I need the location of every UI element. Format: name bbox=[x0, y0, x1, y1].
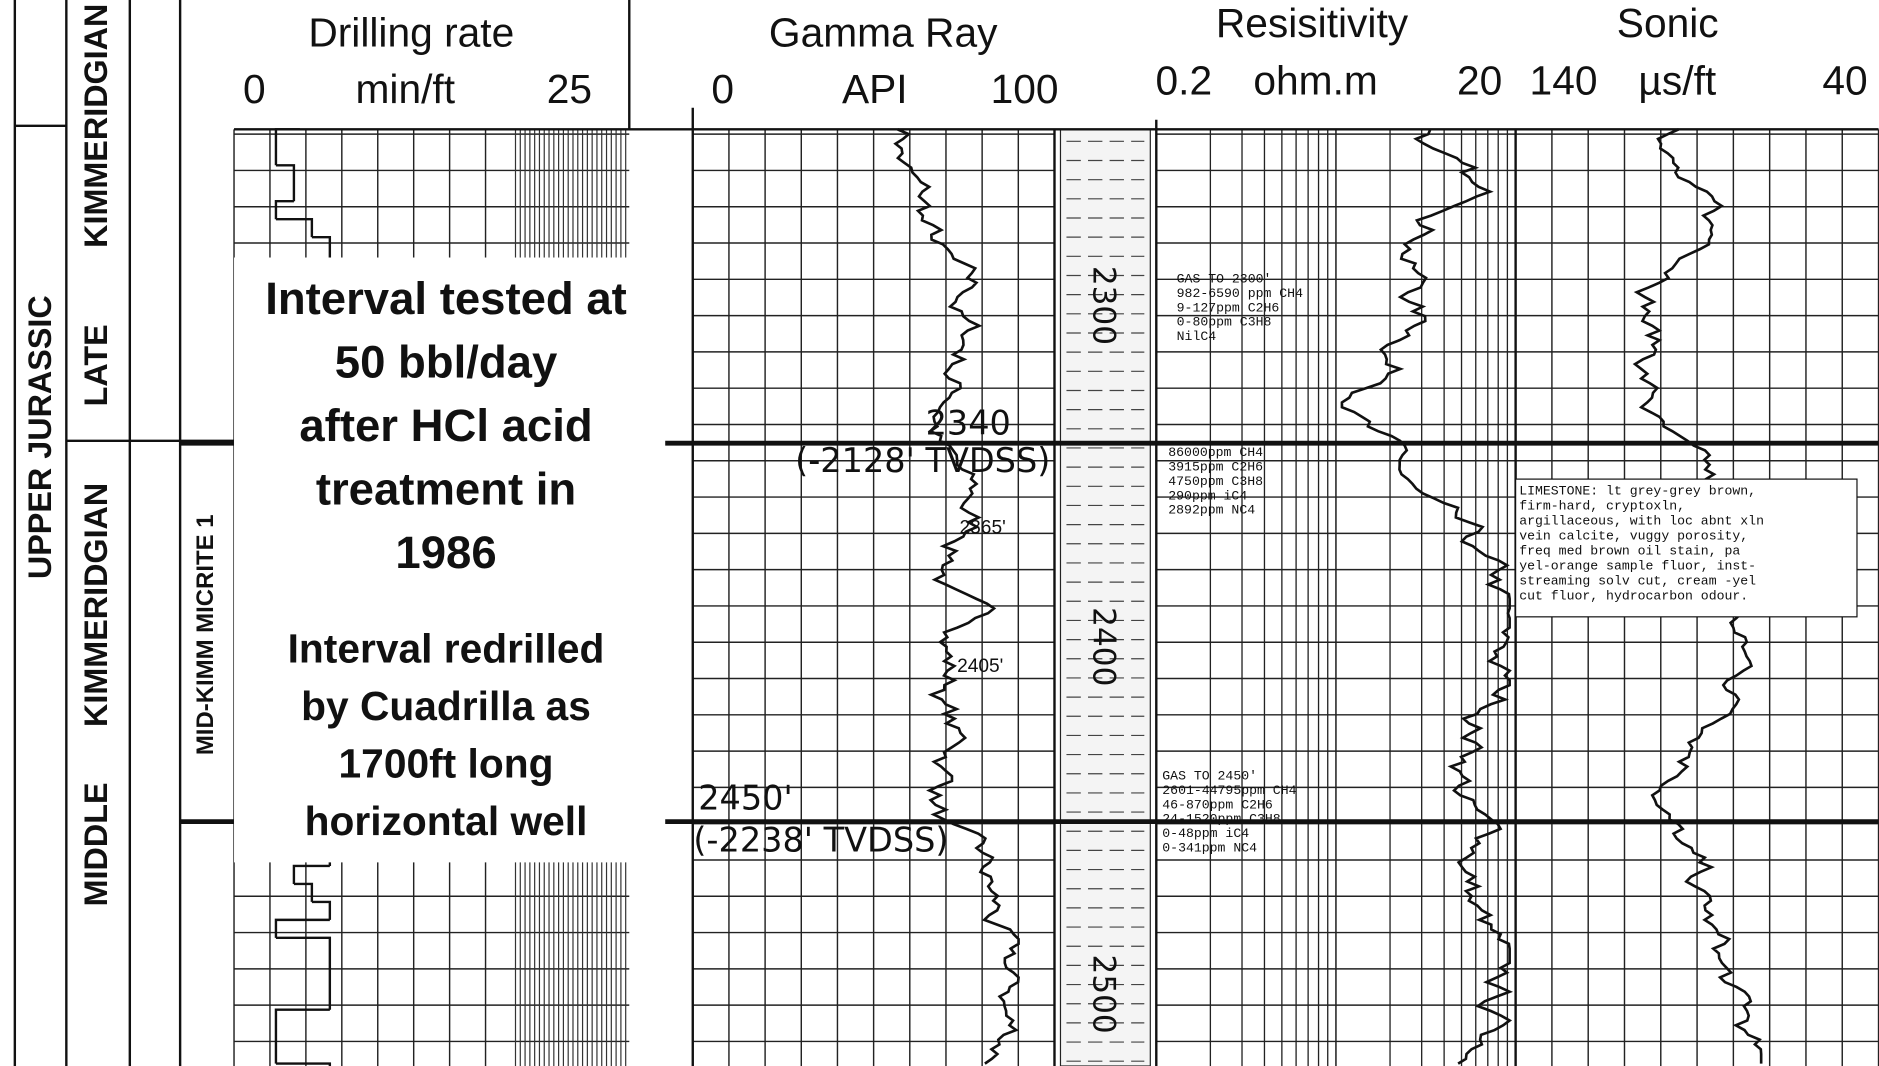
track-max: 40 bbox=[1822, 58, 1867, 104]
track-unit: API bbox=[842, 66, 908, 112]
gas-show-line: 24-1520ppm C3H8 bbox=[1162, 812, 1281, 827]
track-title: Resisitivity bbox=[1216, 0, 1409, 46]
annotation-line: after HCl acid bbox=[299, 400, 592, 451]
track-title: Sonic bbox=[1617, 0, 1719, 46]
gas-show-line: 3915ppm C2H6 bbox=[1168, 460, 1263, 475]
lithology-line: freq med brown oil stain, pa bbox=[1519, 543, 1740, 558]
stage-label: KIMMERIDGIAN bbox=[78, 483, 114, 727]
annotation-line: 50 bbl/day bbox=[335, 336, 558, 387]
track-unit: min/ft bbox=[356, 66, 456, 112]
substage-label: LATE bbox=[78, 324, 114, 406]
depth-label: 2405' bbox=[957, 656, 1003, 677]
lithology-line: argillaceous, with loc abnt xln bbox=[1519, 514, 1764, 529]
track-unit: ohm.m bbox=[1253, 58, 1377, 104]
annotation-line: by Cuadrilla as bbox=[301, 683, 591, 729]
annotation-line: 1986 bbox=[395, 527, 496, 578]
annotation-line: Interval tested at bbox=[265, 273, 627, 324]
gas-show-line: 2892ppm NC4 bbox=[1168, 503, 1255, 518]
gas-show-line: 4750ppm C3H8 bbox=[1168, 474, 1263, 489]
tvdss-label: (-2238' TVDSS) bbox=[693, 821, 948, 860]
log-curve bbox=[1342, 129, 1510, 1063]
gas-show-line: 0-80ppm C3H8 bbox=[1177, 315, 1272, 330]
depth-label: 2500 bbox=[1085, 955, 1121, 1034]
gas-show-line: GAS TO 2300' bbox=[1177, 272, 1272, 287]
track-unit: µs/ft bbox=[1638, 58, 1716, 104]
annotation-line: horizontal well bbox=[305, 798, 588, 844]
annotation-line: treatment in bbox=[316, 463, 576, 514]
annotation-line: Interval redrilled bbox=[288, 625, 605, 671]
track-min: 140 bbox=[1530, 58, 1598, 104]
gas-show-line: 46-870ppm C2H6 bbox=[1162, 797, 1273, 812]
gas-show-line: 982-6590 ppm CH4 bbox=[1177, 286, 1303, 301]
track-min: 0 bbox=[711, 66, 734, 112]
gas-show-line: GAS TO 2450' bbox=[1162, 769, 1257, 784]
gas-show-line: NilC4 bbox=[1177, 329, 1217, 344]
gas-show-line: 86000ppm CH4 bbox=[1168, 445, 1263, 460]
depth-label: 2400 bbox=[1085, 607, 1121, 686]
track-title: Drilling rate bbox=[308, 10, 514, 56]
track-headers: Drilling rate 0 min/ft 25 Gamma Ray 0 AP… bbox=[243, 0, 1868, 112]
lithology-line: streaming solv cut, cream -yel bbox=[1519, 573, 1756, 588]
track-title: Gamma Ray bbox=[769, 10, 998, 56]
gas-show-line: 0-341ppm NC4 bbox=[1162, 840, 1257, 855]
log-curve bbox=[896, 129, 1019, 1063]
track-max: 20 bbox=[1457, 58, 1502, 104]
track-min: 0 bbox=[243, 66, 266, 112]
depth-label: 2450' bbox=[698, 779, 793, 818]
lithology-line: firm-hard, cryptoxln, bbox=[1519, 499, 1685, 514]
track-min: 0.2 bbox=[1156, 58, 1213, 104]
stage-label: KIMMERIDGIAN bbox=[78, 4, 114, 248]
system-label: UPPER JURASSIC bbox=[22, 295, 58, 579]
lithology-line: yel-orange sample fluor, inst- bbox=[1519, 558, 1756, 573]
substage-label: MIDDLE bbox=[78, 782, 114, 906]
track-max: 100 bbox=[991, 66, 1059, 112]
lithology-line: vein calcite, vuggy porosity, bbox=[1519, 528, 1748, 543]
gas-show-line: 9-127ppm C2H6 bbox=[1177, 300, 1280, 315]
gas-show-line: 290ppm iC4 bbox=[1168, 488, 1247, 503]
annotation-line: 1700ft long bbox=[339, 740, 554, 786]
well-log: UPPER JURASSIC KIMMERIDGIAN LATE KIMMERI… bbox=[0, 0, 1879, 1066]
unit-label: MID-KIMM MICRITE 1 bbox=[192, 514, 219, 755]
gas-show-line: 2601-44795ppm CH4 bbox=[1162, 783, 1296, 798]
depth-label: 2340 bbox=[926, 404, 1011, 443]
tvdss-label: (-2128' TVDSS) bbox=[795, 441, 1050, 480]
gas-show-line: 0-48ppm iC4 bbox=[1162, 826, 1249, 841]
lithology-line: cut fluor, hydrocarbon odour. bbox=[1519, 588, 1748, 603]
lithology-line: LIMESTONE: lt grey-grey brown, bbox=[1519, 484, 1756, 499]
track-max: 25 bbox=[547, 66, 592, 112]
depth-label: 2365' bbox=[959, 517, 1005, 538]
depth-label: 2300 bbox=[1085, 266, 1121, 345]
